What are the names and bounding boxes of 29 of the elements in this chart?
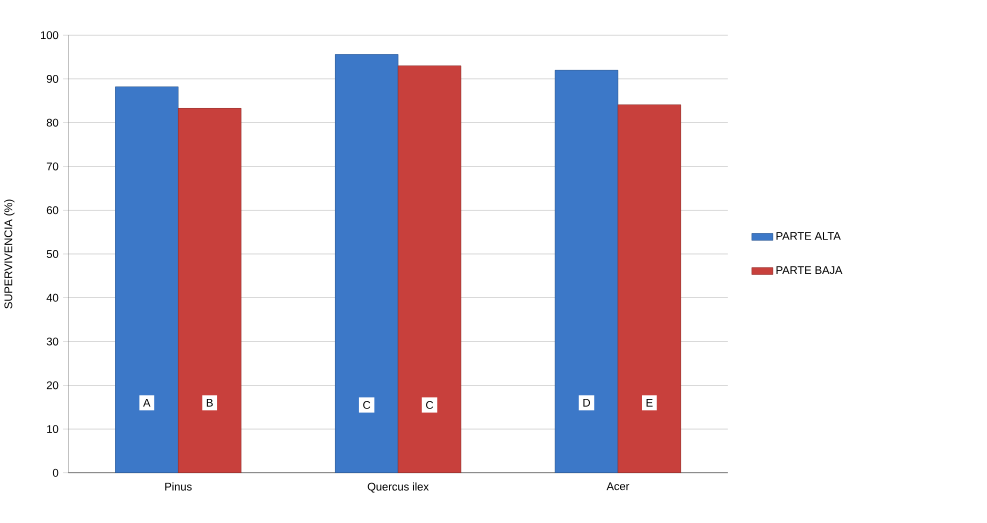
y-tick-label: 30 [46,338,58,346]
annotation: D [583,399,590,407]
annotation: B [206,399,213,407]
x-tick-label: Acer [606,482,630,490]
y-tick-label: 40 [46,294,58,302]
y-tick-label: 20 [46,381,58,390]
bar [334,54,398,473]
y-tick-label: 90 [46,75,58,83]
bar [115,86,178,473]
bar [398,66,462,473]
annotation: C [426,401,434,410]
annotation: A [143,399,150,407]
legend-label: PARTE ALTA [776,232,841,240]
annotation: E [646,399,653,407]
y-tick-label: 60 [46,206,58,214]
bar [178,108,242,473]
y-tick-label: 50 [46,250,58,258]
y-tick-label: 10 [47,425,58,434]
x-tick-label: Quercus ilex [368,482,429,493]
y-tick-label: 100 [41,31,58,40]
y-axis-title: SUPERVIVENCIA (%) [4,200,14,309]
bar [618,104,682,473]
legend-label: PARTE BAJA [776,266,842,274]
y-tick-label: 0 [52,469,58,477]
y-tick-label: 70 [46,162,58,171]
annotation: C [363,401,370,410]
y-tick-label: 80 [46,118,58,127]
x-tick-label: Pinus [165,482,192,491]
bar [554,70,618,473]
